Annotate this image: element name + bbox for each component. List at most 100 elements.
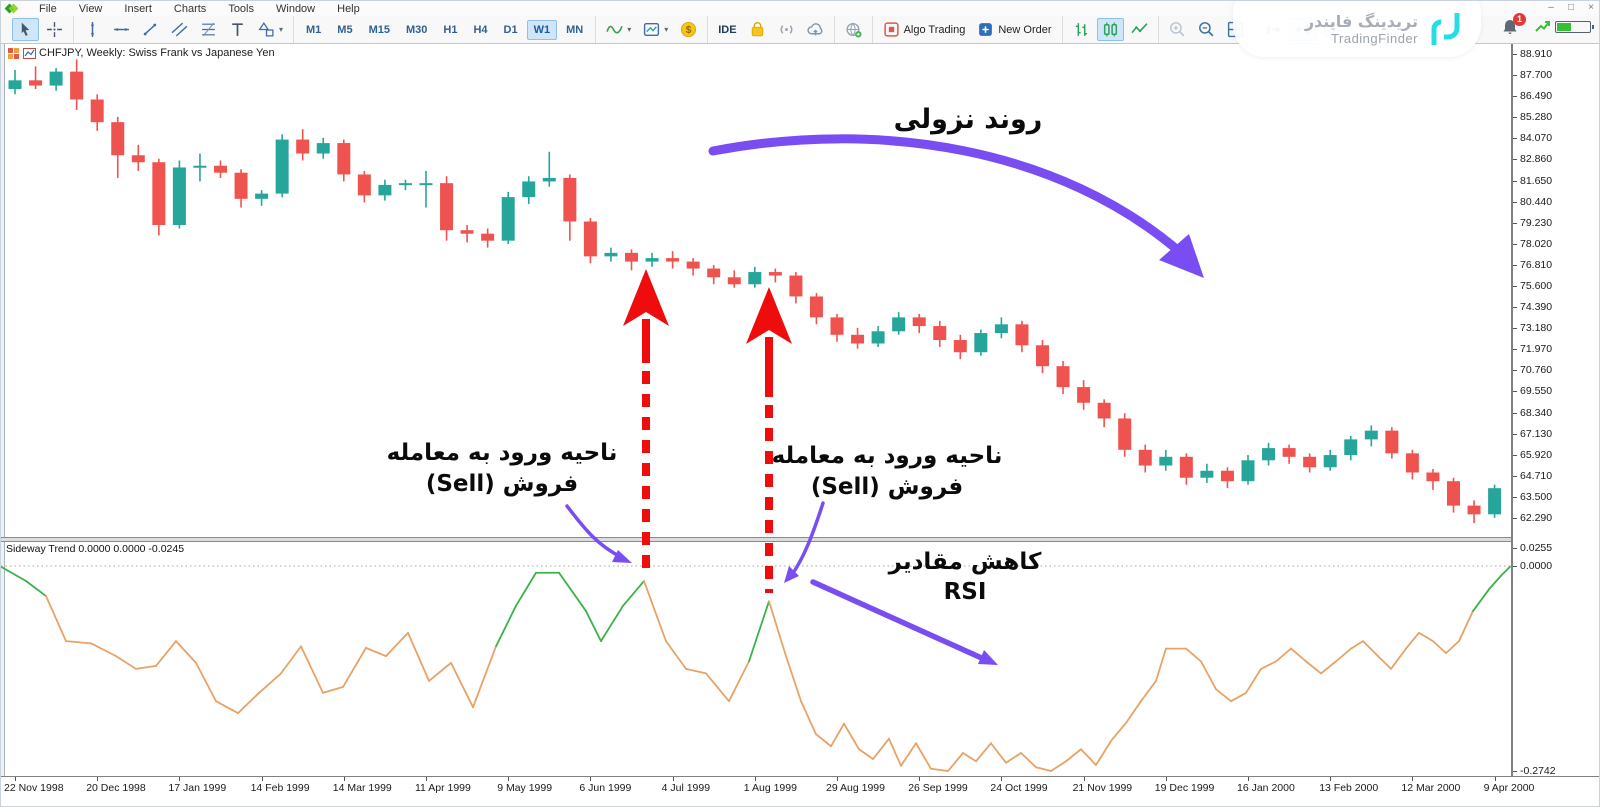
chart-title: CHFJPY, Weekly: Swiss Frank vs Japanese … <box>8 47 275 59</box>
indicators-button[interactable]: ▾ <box>601 18 636 41</box>
toolbar-group: ▾ <box>74 16 295 43</box>
indicator-line <box>1 565 1511 772</box>
timeframe-m15[interactable]: M15 <box>368 23 390 36</box>
cloud-icon <box>806 21 824 38</box>
equidistant-channel-button[interactable] <box>166 18 193 41</box>
date-axis-label: 13 Feb 2000 <box>1319 782 1379 794</box>
timeframe-mn[interactable]: MN <box>566 23 584 36</box>
battery-status-icon <box>1555 21 1594 33</box>
minimize-button[interactable]: – <box>1548 2 1554 13</box>
community-button[interactable] <box>840 18 867 41</box>
date-axis-label: 12 Mar 2000 <box>1401 782 1461 794</box>
menu-window[interactable]: Window <box>276 2 316 15</box>
timeframe-w1[interactable]: W1 <box>526 19 558 40</box>
date-axis-label: 29 Aug 1999 <box>826 782 885 794</box>
date-axis-label: 26 Sep 1999 <box>908 782 968 794</box>
timeframe-h1[interactable]: H1 <box>443 23 458 36</box>
price-axis-label: 86.490 <box>1520 90 1553 103</box>
rsi-decline-label-line1: کاهش مقادیر <box>888 549 1042 575</box>
menu-insert[interactable]: Insert <box>124 2 152 15</box>
pane-separator[interactable] <box>1 537 1599 542</box>
date-axis[interactable]: 22 Nov 1998 20 Dec 1998 17 Jan 1999 14 Feb … <box>1 776 1599 806</box>
connection-status-icon <box>1535 19 1551 38</box>
bar-chart-mode-button[interactable] <box>1068 18 1095 41</box>
date-axis-label: 16 Jan 2000 <box>1237 782 1295 794</box>
cloud-storage-button[interactable] <box>802 18 829 41</box>
symbol-icon <box>23 47 36 59</box>
close-button[interactable]: × <box>1588 2 1594 13</box>
indicator-axis-label: -0.2742 <box>1520 765 1556 777</box>
menu-help[interactable]: Help <box>337 2 360 15</box>
red-entry-arrow-1 <box>623 269 669 573</box>
price-axis-label: 79.230 <box>1520 216 1553 229</box>
date-axis-label: 14 Feb 1999 <box>250 782 310 794</box>
sell-entry-label-2-line1: ناحیه ورود به معامله <box>771 443 1003 469</box>
channel-icon <box>171 21 188 38</box>
template-icon <box>643 21 660 38</box>
svg-text:$: $ <box>686 25 692 36</box>
line-icon <box>1130 21 1148 38</box>
menu-charts[interactable]: Charts <box>173 2 207 15</box>
vertical-line-icon <box>84 21 101 38</box>
title-bar: File View Insert Charts Tools Window Help – □ … <box>1 1 1599 16</box>
tradingfinder-title-fa: تریدینگ فایندر <box>1304 12 1418 31</box>
fibonacci-button[interactable] <box>195 18 222 41</box>
date-axis-label: 22 Nov 1998 <box>4 782 64 794</box>
chart-title-text: CHFJPY, Weekly: Swiss Frank vs Japanese … <box>39 47 275 59</box>
vertical-line-button[interactable] <box>79 18 106 41</box>
menu-view[interactable]: View <box>78 2 103 15</box>
signals-button[interactable] <box>773 18 800 41</box>
market-watch-button[interactable]: $ <box>675 18 702 41</box>
line-chart-mode-button[interactable] <box>1126 18 1153 41</box>
price-axis-label: 80.440 <box>1520 195 1553 208</box>
menu-bar: File View Insert Charts Tools Window Help <box>28 2 371 16</box>
chart-templates-button[interactable]: ▾ <box>638 18 673 41</box>
zoom-out-button[interactable] <box>1193 18 1220 41</box>
timeframe-m30[interactable]: M30 <box>405 23 428 36</box>
text-icon <box>229 21 246 38</box>
timeframe-m1[interactable]: M1 <box>306 23 322 36</box>
price-axis-label: 74.390 <box>1520 301 1553 314</box>
menu-file[interactable]: File <box>39 2 57 15</box>
candlestick-series <box>8 59 1502 524</box>
horizontal-line-icon <box>113 21 130 38</box>
text-tool-button[interactable] <box>224 18 251 41</box>
algo-trading-button[interactable]: Algo Trading <box>878 18 971 41</box>
price-axis[interactable]: 88.910 87.700 86.490 85.280 84.070 82.860 81.6… <box>1511 44 1599 777</box>
date-axis-label: 4 Jul 1999 <box>661 782 711 794</box>
ide-button[interactable]: IDE <box>713 21 741 39</box>
cursor-icon <box>17 21 34 38</box>
date-axis-label: 9 May 1999 <box>497 782 553 794</box>
timeframe-d1[interactable]: D1 <box>503 23 518 36</box>
date-axis-label: 20 Dec 1998 <box>86 782 146 794</box>
signals-icon <box>778 21 795 38</box>
metatrader-logo-icon <box>4 3 19 14</box>
cursor-button[interactable] <box>12 18 39 41</box>
zoom-in-button[interactable] <box>1164 18 1191 41</box>
shapes-button[interactable]: ▾ <box>253 18 288 41</box>
community-icon <box>845 21 862 38</box>
timeframe-m5[interactable]: M5 <box>337 23 353 36</box>
price-axis-label: 76.810 <box>1520 258 1553 271</box>
downtrend-arrow <box>708 134 1204 278</box>
horizontal-line-button[interactable] <box>108 18 135 41</box>
trendline-button[interactable] <box>137 18 164 41</box>
notifications-bell-icon[interactable]: 1 <box>1501 13 1526 36</box>
menu-tools[interactable]: Tools <box>228 2 254 15</box>
crosshair-button[interactable] <box>41 18 68 41</box>
red-entry-arrow-2 <box>746 287 792 593</box>
restore-button[interactable]: □ <box>1567 2 1575 13</box>
window-controls: – □ × <box>1545 2 1597 14</box>
sell-entry-label-2-line2: فروش (Sell) <box>810 474 964 500</box>
new-order-icon <box>977 21 994 38</box>
chart-tab-icon <box>8 47 19 59</box>
date-axis-label: 21 Nov 1999 <box>1072 782 1133 794</box>
candle-chart-mode-button[interactable] <box>1096 18 1124 41</box>
price-axis-label: 65.920 <box>1520 448 1553 461</box>
indicator-axis-label: 0.0000 <box>1520 560 1553 572</box>
timeframe-h4[interactable]: H4 <box>473 23 488 36</box>
new-order-button[interactable]: New Order <box>972 18 1056 41</box>
market-button[interactable] <box>744 18 771 41</box>
new-order-label: New Order <box>998 23 1052 36</box>
